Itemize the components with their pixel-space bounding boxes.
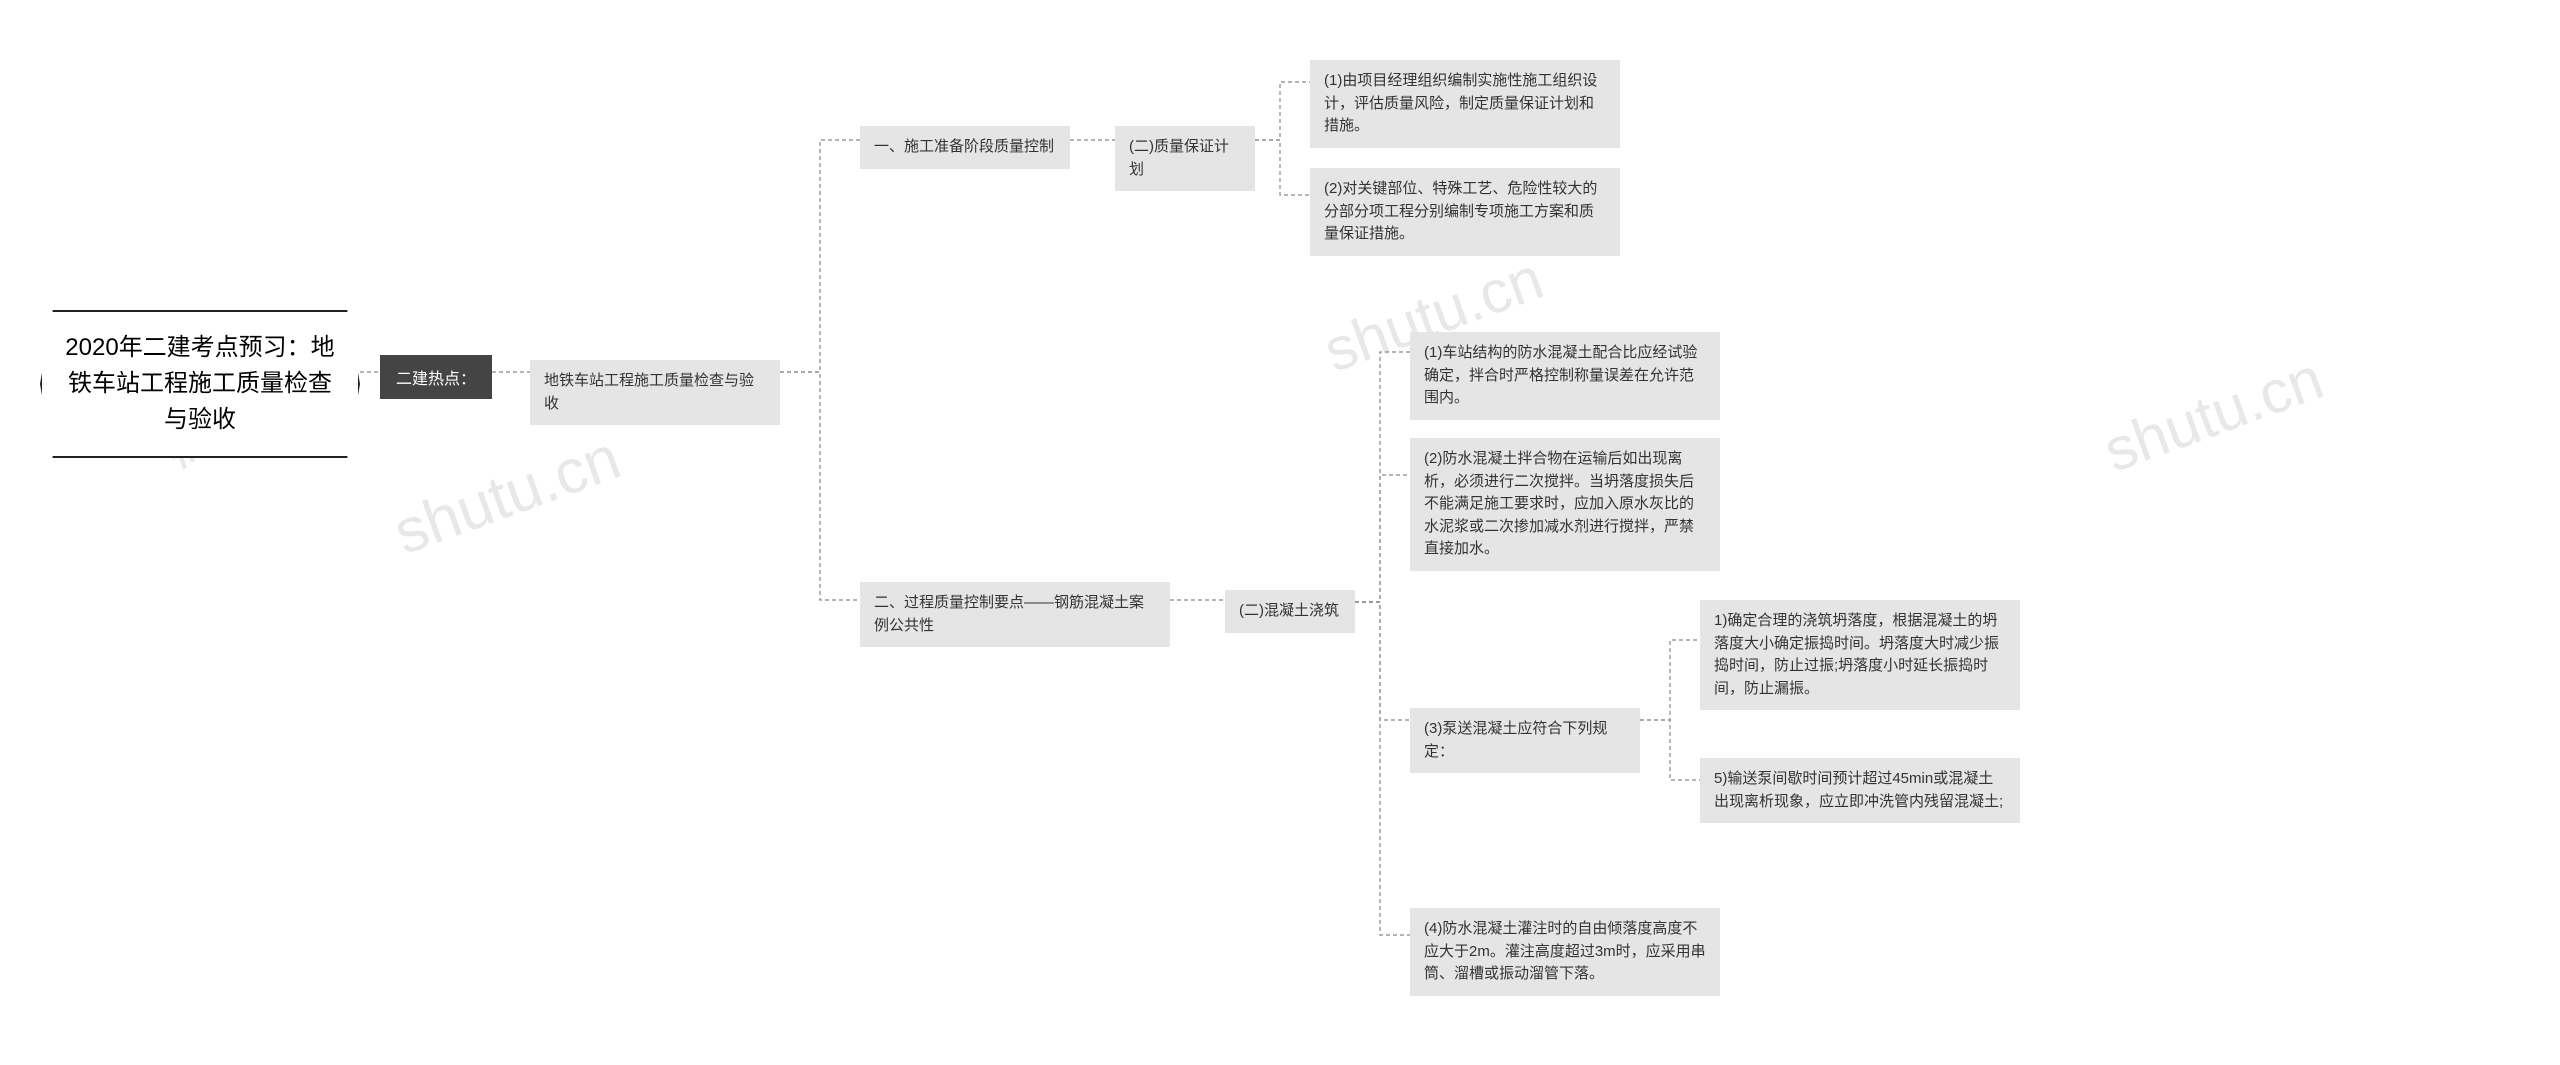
node-label: (2)防水混凝土拌合物在运输后如出现离析，必须进行二次搅拌。当坍落度损失后不能满… [1424, 450, 1694, 557]
mindmap-node: (二)质量保证计划 [1115, 126, 1255, 191]
mindmap-node: (二)混凝土浇筑 [1225, 590, 1355, 633]
mindmap-node: (3)泵送混凝土应符合下列规定： [1410, 708, 1640, 773]
watermark: shutu.cn [385, 422, 630, 569]
node-label: 二、过程质量控制要点——钢筋混凝土案例公共性 [874, 594, 1144, 634]
mindmap-node: 5)输送泵间歇时间预计超过45min或混凝土出现离析现象，应立即冲洗管内残留混凝… [1700, 758, 2020, 823]
mindmap-node: 一、施工准备阶段质量控制 [860, 126, 1070, 169]
node-label: 地铁车站工程施工质量检查与验收 [544, 372, 754, 412]
node-label: 1)确定合理的浇筑坍落度，根据混凝土的坍落度大小确定振捣时间。坍落度大时减少振捣… [1714, 612, 1999, 697]
node-label: (4)防水混凝土灌注时的自由倾落度高度不应大于2m。灌注高度超过3m时，应采用串… [1424, 920, 1706, 982]
node-label: (3)泵送混凝土应符合下列规定： [1424, 720, 1607, 760]
mindmap-tag: 二建热点： [380, 355, 492, 399]
node-label: (1)由项目经理组织编制实施性施工组织设计，评估质量风险，制定质量保证计划和措施… [1324, 72, 1597, 134]
root-label: 2020年二建考点预习：地铁车站工程施工质量检查与验收 [65, 334, 334, 433]
mindmap-node: (1)车站结构的防水混凝土配合比应经试验确定，拌合时严格控制称量误差在允许范围内… [1410, 332, 1720, 420]
watermark: shutu.cn [2095, 343, 2332, 485]
mindmap-node: (2)防水混凝土拌合物在运输后如出现离析，必须进行二次搅拌。当坍落度损失后不能满… [1410, 438, 1720, 571]
mindmap-node: 二、过程质量控制要点——钢筋混凝土案例公共性 [860, 582, 1170, 647]
mindmap-node: (4)防水混凝土灌注时的自由倾落度高度不应大于2m。灌注高度超过3m时，应采用串… [1410, 908, 1720, 996]
mindmap-node: 1)确定合理的浇筑坍落度，根据混凝土的坍落度大小确定振捣时间。坍落度大时减少振捣… [1700, 600, 2020, 710]
node-label: (二)质量保证计划 [1129, 138, 1229, 178]
mindmap-root: 2020年二建考点预习：地铁车站工程施工质量检查与验收 [40, 310, 360, 458]
node-label: 一、施工准备阶段质量控制 [874, 138, 1054, 155]
node-label: (1)车站结构的防水混凝土配合比应经试验确定，拌合时严格控制称量误差在允许范围内… [1424, 344, 1697, 406]
mindmap-node: (2)对关键部位、特殊工艺、危险性较大的分部分项工程分别编制专项施工方案和质量保… [1310, 168, 1620, 256]
node-label: (2)对关键部位、特殊工艺、危险性较大的分部分项工程分别编制专项施工方案和质量保… [1324, 180, 1597, 242]
node-label: (二)混凝土浇筑 [1239, 602, 1339, 619]
node-label: 5)输送泵间歇时间预计超过45min或混凝土出现离析现象，应立即冲洗管内残留混凝… [1714, 770, 2003, 810]
mindmap-node: (1)由项目经理组织编制实施性施工组织设计，评估质量风险，制定质量保证计划和措施… [1310, 60, 1620, 148]
tag-label: 二建热点： [396, 371, 476, 388]
mindmap-node: 地铁车站工程施工质量检查与验收 [530, 360, 780, 425]
mindmap-connectors [0, 0, 2560, 1065]
